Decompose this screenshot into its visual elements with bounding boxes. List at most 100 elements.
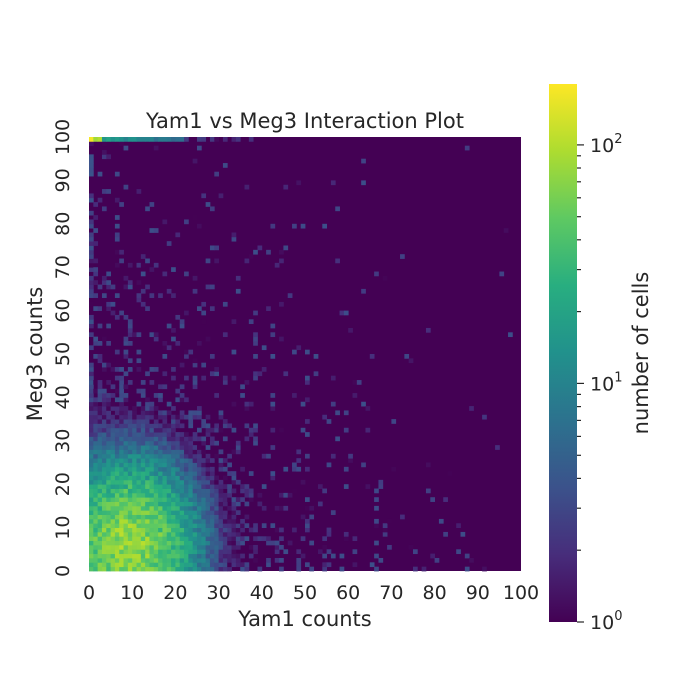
heatmap-cell bbox=[127, 410, 133, 416]
heatmap-cell bbox=[132, 479, 137, 485]
heatmap-cell bbox=[140, 440, 146, 446]
heatmap-cell bbox=[149, 492, 155, 498]
heatmap-cell bbox=[188, 462, 194, 468]
heatmap-cell bbox=[214, 484, 219, 489]
heatmap-cell bbox=[158, 536, 163, 542]
heatmap-cell bbox=[93, 449, 99, 455]
heatmap-cell bbox=[136, 497, 142, 502]
heatmap-cell bbox=[93, 557, 99, 563]
heatmap-cell bbox=[162, 423, 168, 429]
heatmap-cell bbox=[89, 275, 94, 281]
heatmap-cell bbox=[339, 566, 345, 572]
heatmap-cell bbox=[110, 514, 116, 520]
x-tick-label: 30 bbox=[207, 582, 231, 604]
heatmap-cell bbox=[106, 488, 111, 494]
heatmap-cell bbox=[158, 479, 163, 485]
heatmap-cell bbox=[421, 566, 427, 572]
heatmap-cell bbox=[132, 544, 137, 550]
heatmap-cell bbox=[89, 501, 94, 507]
heatmap-cell bbox=[261, 453, 267, 459]
heatmap-cell bbox=[89, 345, 94, 351]
heatmap-cell bbox=[218, 544, 224, 550]
heatmap-cell bbox=[162, 384, 168, 390]
heatmap-cell bbox=[89, 301, 94, 307]
heatmap-cell bbox=[101, 445, 107, 450]
heatmap-cell bbox=[201, 510, 207, 515]
heatmap-cell bbox=[188, 453, 194, 459]
heatmap-cell bbox=[132, 410, 137, 416]
heatmap-cell bbox=[140, 462, 146, 468]
heatmap-cell bbox=[274, 505, 280, 511]
heatmap-cell bbox=[222, 475, 228, 481]
heatmap-cell bbox=[123, 453, 129, 459]
heatmap-cell bbox=[171, 453, 176, 459]
heatmap-cell bbox=[460, 531, 466, 537]
heatmap-cell bbox=[140, 518, 146, 524]
heatmap-cell bbox=[145, 510, 150, 515]
heatmap-cell bbox=[305, 466, 310, 472]
heatmap-cell bbox=[123, 423, 129, 429]
heatmap-cell bbox=[93, 202, 99, 207]
heatmap-cell bbox=[214, 536, 219, 542]
heatmap-cell bbox=[378, 557, 384, 563]
heatmap-cell bbox=[283, 371, 289, 377]
heatmap-cell bbox=[106, 462, 111, 468]
heatmap-cell bbox=[248, 527, 254, 533]
heatmap-cell bbox=[158, 414, 163, 420]
heatmap-cell bbox=[97, 445, 103, 450]
heatmap-cell bbox=[300, 553, 306, 559]
heatmap-cell bbox=[106, 497, 111, 502]
heatmap-cell bbox=[101, 536, 107, 542]
heatmap-cell bbox=[89, 219, 94, 225]
heatmap-cell bbox=[110, 414, 116, 420]
heatmap-cell bbox=[127, 284, 133, 290]
heatmap-cell bbox=[97, 497, 103, 502]
heatmap-cell bbox=[166, 566, 172, 572]
heatmap-cell bbox=[145, 557, 150, 563]
heatmap-cell bbox=[110, 436, 116, 442]
heatmap-cell bbox=[283, 245, 289, 251]
heatmap-cell bbox=[205, 475, 211, 481]
heatmap-cell bbox=[162, 484, 168, 489]
heatmap-cell bbox=[235, 479, 241, 485]
heatmap-cell bbox=[145, 475, 150, 481]
heatmap-cell bbox=[127, 380, 133, 385]
heatmap-cell bbox=[218, 410, 224, 416]
heatmap-cell bbox=[261, 523, 267, 528]
heatmap-cell bbox=[119, 488, 124, 494]
heatmap-cell bbox=[110, 393, 116, 398]
heatmap-cell bbox=[184, 471, 189, 476]
heatmap-cell bbox=[209, 458, 215, 463]
heatmap-cell bbox=[175, 544, 181, 550]
heatmap-cell bbox=[114, 171, 120, 177]
heatmap-cell bbox=[253, 436, 258, 442]
heatmap-cell bbox=[218, 549, 224, 555]
heatmap-cell bbox=[89, 436, 94, 442]
colorbar-tick-label: 102 bbox=[590, 132, 622, 157]
x-tick-label: 70 bbox=[379, 582, 403, 604]
heatmap-cell bbox=[89, 475, 94, 481]
heatmap-cell bbox=[171, 367, 176, 372]
heatmap-cell bbox=[106, 523, 111, 528]
heatmap-cell bbox=[123, 393, 129, 398]
heatmap-cell bbox=[244, 566, 250, 572]
heatmap-cell bbox=[127, 544, 133, 550]
heatmap-cell bbox=[374, 553, 379, 559]
heatmap-cell bbox=[132, 484, 137, 489]
heatmap-cell bbox=[201, 505, 207, 511]
heatmap-cell bbox=[222, 510, 228, 515]
heatmap-cell bbox=[132, 471, 137, 476]
heatmap-cell bbox=[188, 449, 194, 455]
heatmap-cell bbox=[153, 557, 159, 563]
heatmap-cell bbox=[106, 419, 111, 424]
heatmap-cell bbox=[175, 523, 181, 528]
heatmap-cell bbox=[209, 284, 215, 290]
heatmap-cell bbox=[205, 427, 211, 433]
heatmap-cell bbox=[404, 354, 410, 359]
y-tick-label: 40 bbox=[52, 385, 74, 409]
heatmap-cell bbox=[274, 527, 280, 533]
heatmap-cell bbox=[101, 488, 107, 494]
heatmap-cell bbox=[158, 462, 163, 468]
heatmap-cell bbox=[300, 223, 306, 229]
heatmap-cell bbox=[192, 362, 198, 368]
